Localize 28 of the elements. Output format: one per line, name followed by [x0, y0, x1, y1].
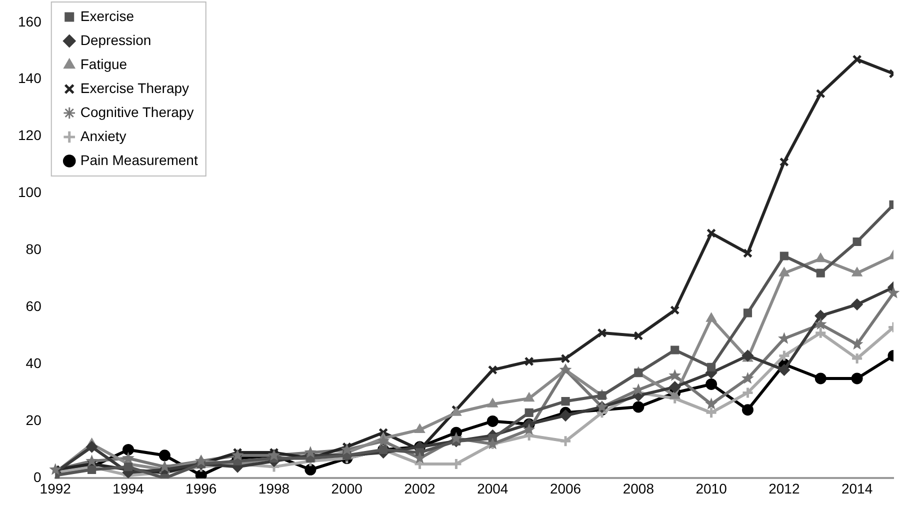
x-tick-label: 2002: [404, 480, 436, 496]
x-tick-label: 1998: [258, 480, 290, 496]
y-tick-label: 140: [18, 70, 42, 86]
legend-label: Depression: [80, 32, 152, 48]
x-tick-label: 2004: [477, 480, 508, 496]
y-tick-label: 60: [26, 298, 42, 314]
x-tick-label: 2012: [768, 480, 800, 496]
legend-label: Anxiety: [80, 128, 126, 144]
y-tick-label: 80: [26, 241, 42, 258]
y-tick-label: 40: [26, 355, 42, 372]
y-tick-label: 100: [18, 184, 42, 200]
y-tick-label: 120: [18, 127, 42, 144]
x-tick-label: 2008: [622, 480, 654, 496]
y-tick-label: 20: [26, 412, 42, 428]
legend-label: Exercise Therapy: [80, 80, 190, 96]
x-tick-label: 2006: [550, 480, 582, 496]
legend-label: Exercise: [80, 8, 134, 24]
legend-label: Cognitive Therapy: [80, 104, 194, 120]
x-tick-label: 1994: [112, 480, 144, 496]
y-tick-label: 0: [34, 469, 42, 486]
x-tick-label: 2010: [696, 480, 728, 496]
y-tick-label: 160: [18, 13, 42, 30]
x-tick-label: 1992: [40, 480, 72, 496]
x-tick-label: 1996: [186, 480, 217, 496]
legend-label: Pain Measurement: [80, 152, 198, 168]
x-tick-label: 2000: [331, 480, 363, 496]
legend-label: Fatigue: [80, 56, 128, 72]
x-tick-label: 2014: [841, 480, 873, 496]
